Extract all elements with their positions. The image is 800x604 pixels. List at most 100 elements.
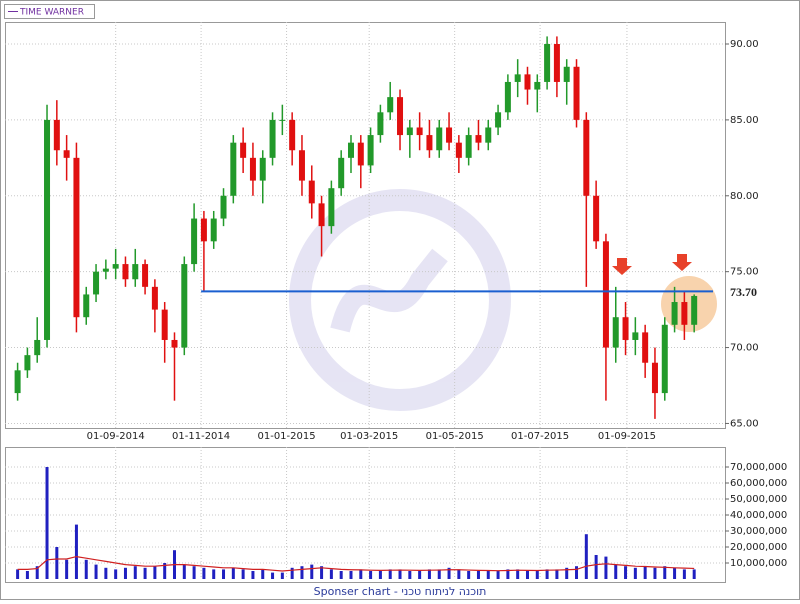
legend — [4, 4, 95, 19]
volume-bar — [231, 567, 235, 579]
y-tick-label: 60,000,000 — [730, 478, 787, 489]
candle-body — [446, 127, 453, 143]
candle-body — [357, 142, 364, 166]
candle-body — [681, 302, 688, 325]
volume-bar — [682, 569, 686, 579]
x-tick-label: 01-01-2015 — [257, 431, 315, 442]
volume-bar — [437, 569, 441, 579]
volume-bar — [663, 566, 667, 579]
volume-bar — [202, 567, 206, 579]
volume-bar — [359, 569, 363, 579]
x-tick-label: 01-05-2015 — [426, 431, 484, 442]
candle-body — [83, 294, 90, 318]
volume-bar — [388, 569, 392, 579]
candle-body — [524, 74, 531, 90]
volume-bar — [182, 564, 186, 579]
y-tick-label: 50,000,000 — [730, 494, 787, 505]
candle-body — [514, 74, 521, 82]
volume-bar — [525, 571, 529, 579]
y-tick-label: 75.00 — [730, 267, 759, 278]
candle-body — [455, 142, 462, 158]
candle-body — [651, 362, 658, 394]
candle-body — [563, 66, 570, 82]
candle-body — [534, 81, 541, 90]
volume-bar — [300, 566, 304, 579]
candle-body — [112, 264, 119, 269]
x-tick-label: 01-11-2014 — [172, 431, 230, 442]
volume-bar — [624, 566, 628, 579]
volume-bar — [212, 569, 216, 579]
x-tick-label: 01-09-2015 — [598, 431, 656, 442]
y-tick-label: 70.00 — [730, 343, 759, 354]
candle-body — [553, 44, 560, 82]
candle-body — [544, 44, 551, 82]
volume-bar — [104, 567, 108, 579]
candle-body — [230, 142, 237, 196]
volume-bar — [320, 566, 324, 579]
volume-bar — [673, 567, 677, 579]
candle-body — [200, 218, 207, 242]
candle-body — [583, 119, 590, 196]
volume-bar — [604, 556, 608, 579]
candle-body — [44, 119, 51, 340]
candle-body — [622, 317, 629, 340]
y-tick-label: 30,000,000 — [730, 526, 787, 537]
volume-bar — [16, 569, 20, 579]
candle-body — [406, 127, 413, 136]
candle-body — [347, 142, 354, 158]
candle-body — [504, 81, 511, 113]
candle-body — [249, 157, 256, 181]
candle-body — [73, 157, 80, 318]
y-tick-label: 20,000,000 — [730, 542, 787, 553]
volume-bar — [408, 571, 412, 579]
volume-bar — [692, 569, 696, 579]
volume-bar — [584, 534, 588, 579]
volume-bar — [133, 566, 137, 579]
footer: Sponser chart - תוכנה לניתוח טכני — [314, 585, 487, 598]
candle-body — [632, 332, 639, 340]
candle-body — [34, 339, 41, 356]
x-tick-label: 01-07-2015 — [511, 431, 569, 442]
y-tick-label: 85.00 — [730, 115, 759, 126]
candle-body — [269, 119, 276, 158]
candle-body — [220, 195, 227, 219]
candle-body — [298, 150, 305, 181]
x-tick-label: 01-03-2015 — [340, 431, 398, 442]
candle-body — [367, 135, 374, 166]
y-tick-label: 40,000,000 — [730, 510, 787, 521]
candle-body — [308, 180, 315, 204]
candle-body — [602, 241, 609, 348]
candle-body — [436, 127, 443, 151]
volume-bar — [94, 564, 98, 579]
candle-body — [240, 142, 247, 158]
volume-bar — [516, 569, 520, 579]
volume-bar — [467, 571, 471, 579]
volume-bar — [427, 569, 431, 579]
candle-body — [691, 295, 698, 325]
candle-body — [151, 286, 158, 310]
candle-body — [397, 97, 404, 136]
arrow — [672, 254, 692, 271]
candle-body — [181, 264, 188, 348]
volume-bar — [192, 566, 196, 579]
volume-bar — [496, 571, 500, 579]
volume-bar — [25, 571, 29, 579]
candle-body — [289, 119, 296, 151]
candle-body — [642, 332, 649, 363]
volume-bar — [251, 571, 255, 579]
volume-bar — [74, 524, 78, 579]
candle-body — [671, 302, 678, 325]
volume-bar — [123, 567, 127, 579]
volume-bar — [114, 569, 118, 579]
volume-bar — [84, 559, 88, 579]
y-tick-label: 10,000,000 — [730, 558, 787, 569]
volume-bar — [339, 571, 343, 579]
volume-bar — [457, 569, 461, 579]
volume-bar — [594, 555, 598, 579]
legend-label: TIME WARNER — [19, 8, 84, 18]
y-tick-label: 70,000,000 — [730, 462, 787, 473]
volume-bar — [261, 569, 265, 579]
volume-bar — [398, 569, 402, 579]
candle-body — [259, 157, 266, 181]
candle-body — [93, 271, 100, 295]
